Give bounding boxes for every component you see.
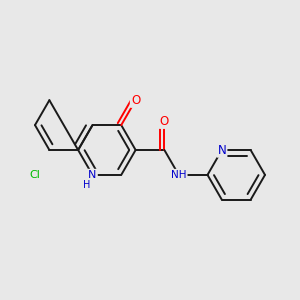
Text: N: N: [218, 143, 226, 157]
Text: N: N: [88, 170, 97, 180]
Text: O: O: [160, 115, 169, 128]
Text: O: O: [131, 94, 140, 107]
Text: Cl: Cl: [30, 170, 40, 180]
Text: NH: NH: [171, 170, 187, 180]
Text: H: H: [83, 180, 90, 190]
